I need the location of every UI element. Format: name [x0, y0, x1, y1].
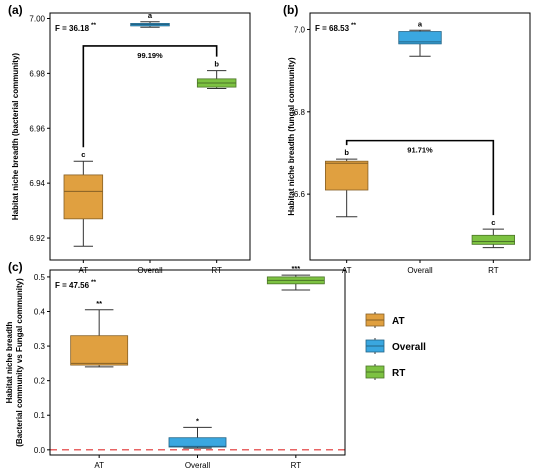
f-statistic: F = 68.53 ** [315, 22, 357, 33]
significance-label: ** [96, 299, 102, 308]
significance-label: c [491, 218, 495, 227]
x-tick-label: RT [488, 266, 499, 275]
y-tick-label: 6.94 [29, 179, 45, 188]
x-tick-label: AT [342, 266, 352, 275]
y-tick-label: 0.2 [34, 377, 46, 386]
box-AT [324, 160, 369, 191]
legend: AT Overall RT [365, 312, 426, 380]
y-tick-label: 0.4 [34, 307, 46, 316]
x-tick-label: Overall [407, 266, 433, 275]
significance-label: * [196, 416, 199, 425]
box-RT [471, 234, 516, 245]
f-statistic: F = 47.56 ** [55, 279, 97, 290]
f-statistic-significance: ** [351, 22, 357, 29]
panel-1: (b) b a c 91.71% 6.6 6.8 7.0 AT Overall RT F = 68.5… [283, 3, 531, 275]
y-tick-label: 6.96 [29, 124, 45, 133]
significance-label: b [214, 60, 219, 69]
bracket-label: 91.71% [407, 146, 433, 155]
comparison-bracket [345, 139, 495, 216]
panel-letter: (b) [283, 3, 298, 17]
y-tick-label: 6.98 [29, 69, 45, 78]
box-Overall [398, 31, 442, 45]
y-tick-label: 6.8 [294, 108, 306, 117]
significance-label: *** [291, 264, 300, 273]
significance-label: c [81, 150, 85, 159]
panel-2: (c)******0.00.10.20.30.40.5AT Overall RTF … [5, 260, 346, 470]
box-AT [70, 335, 129, 366]
legend-label: AT [392, 316, 405, 327]
y-tick-label: 0.1 [34, 411, 46, 420]
box-Overall [168, 437, 227, 448]
f-statistic-significance: ** [91, 22, 97, 29]
box-AT [63, 174, 104, 220]
y-tick-label: 0.0 [34, 446, 46, 455]
f-statistic: F = 36.18 ** [55, 22, 97, 33]
legend-label: RT [392, 368, 405, 379]
x-tick-label: Overall [185, 461, 211, 470]
significance-label: b [344, 148, 349, 157]
bracket-label: 99.19% [137, 51, 163, 60]
panel-letter: (a) [8, 3, 23, 17]
y-axis-label: Habitat niche breadth [5, 321, 14, 403]
significance-label: a [418, 19, 423, 28]
f-statistic-significance: ** [91, 279, 97, 286]
y-tick-label: 6.6 [294, 190, 306, 199]
y-axis-label-line2: (Bacterial community vs Fungal community… [15, 278, 24, 447]
y-axis-label: Habitat niche breadth (fungal community) [287, 57, 296, 216]
significance-label: a [148, 11, 153, 20]
y-tick-label: 7.0 [294, 25, 306, 34]
y-tick-label: 0.3 [34, 342, 46, 351]
y-axis-label: Habitat niche breadth (bacterial communi… [11, 53, 20, 220]
panel-letter: (c) [8, 260, 23, 274]
y-tick-label: 7.00 [29, 14, 45, 23]
x-tick-label: AT [94, 461, 104, 470]
legend-label: Overall [392, 342, 426, 353]
y-tick-label: 0.5 [34, 273, 46, 282]
comparison-bracket [82, 45, 218, 148]
x-tick-label: RT [291, 461, 302, 470]
y-tick-label: 6.92 [29, 234, 45, 243]
